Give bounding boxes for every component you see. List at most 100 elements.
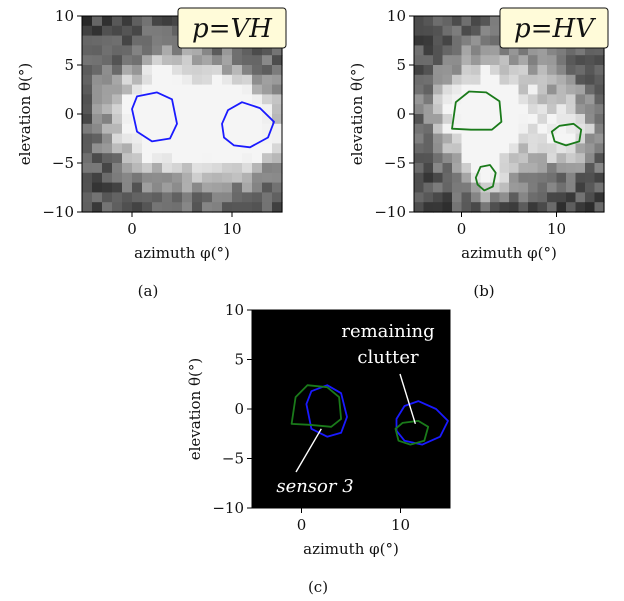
heatmap-cell	[202, 114, 213, 125]
heatmap-cell	[272, 133, 283, 144]
heatmap-cell	[152, 153, 163, 164]
heatmap-cell	[452, 25, 463, 37]
heatmap-cell	[222, 84, 233, 95]
heatmap-cell	[182, 202, 193, 213]
heatmap-cell	[461, 192, 472, 203]
heatmap-cell	[182, 143, 193, 154]
heatmap-cell	[537, 84, 548, 95]
heatmap-cell	[182, 104, 193, 115]
heatmap-cell	[122, 55, 133, 66]
heatmap-cell	[452, 35, 463, 46]
heatmap-cell	[490, 192, 501, 203]
heatmap-cell	[490, 16, 501, 27]
heatmap-cell	[518, 74, 529, 86]
contour-line	[395, 400, 449, 446]
heatmap-cell	[212, 65, 223, 76]
heatmap-cell	[82, 114, 93, 125]
heatmap-cell	[547, 94, 558, 105]
heatmap-cell	[518, 163, 529, 174]
heatmap-cell	[102, 65, 113, 76]
heatmap-cell	[252, 133, 263, 144]
y-tick-label: −10	[374, 203, 406, 221]
heatmap-cell	[92, 192, 103, 203]
heatmap-cell	[232, 84, 243, 95]
heatmap-cell	[242, 192, 253, 203]
heatmap-cell	[252, 202, 263, 213]
heatmap-cell	[192, 45, 203, 56]
heatmap-cell	[433, 45, 444, 56]
heatmap-cell	[152, 114, 163, 125]
heatmap-cell	[152, 74, 163, 86]
heatmap-cell	[172, 104, 183, 115]
heatmap-cell	[92, 202, 103, 213]
y-tick-label: 5	[396, 56, 406, 74]
heatmap-cell	[112, 55, 123, 66]
heatmap-cell	[461, 94, 472, 105]
heatmap-cell	[152, 55, 163, 66]
heatmap-cell	[585, 143, 596, 154]
heatmap-cell	[212, 202, 223, 213]
heatmap-cell	[423, 25, 434, 37]
heatmap-cell	[480, 84, 491, 95]
panel-caption: (b)	[473, 282, 494, 300]
heatmap-cell	[518, 133, 529, 144]
heatmap-cell	[272, 202, 283, 213]
heatmap-cell	[575, 172, 586, 184]
heatmap-cell	[528, 153, 539, 164]
x-tick-label: 0	[127, 220, 137, 238]
heatmap-cell	[132, 143, 143, 154]
heatmap-cell	[152, 182, 163, 193]
heatmap-cell	[122, 153, 133, 164]
heatmap-cell	[490, 45, 501, 56]
heatmap-cell	[480, 143, 491, 154]
heatmap-cell	[232, 153, 243, 164]
heatmap-cell	[547, 55, 558, 66]
heatmap-cell	[112, 133, 123, 144]
heatmap-cell	[471, 153, 482, 164]
heatmap-cell	[142, 25, 153, 37]
heatmap-cell	[162, 65, 173, 76]
heatmap-cell	[499, 84, 510, 95]
heatmap-cell	[122, 182, 133, 193]
heatmap-cell	[252, 153, 263, 164]
heatmap-cell	[509, 65, 520, 76]
heatmap-cell	[152, 45, 163, 56]
heatmap-cell	[461, 172, 472, 184]
heatmap-cell	[222, 182, 233, 193]
heatmap-cell	[537, 55, 548, 66]
heatmap-cell	[212, 123, 223, 135]
heatmap-cell	[242, 182, 253, 193]
heatmap-cell	[252, 182, 263, 193]
x-axis-label: azimuth φ(°)	[461, 244, 557, 262]
heatmap-cell	[575, 163, 586, 174]
heatmap-cell	[202, 45, 213, 56]
heatmap-cell	[122, 104, 133, 115]
heatmap-cell	[547, 143, 558, 154]
heatmap-cell	[509, 45, 520, 56]
heatmap-cell	[212, 114, 223, 125]
heatmap-cell	[222, 114, 233, 125]
heatmap-cell	[442, 202, 453, 213]
heatmap-cell	[202, 123, 213, 135]
heatmap-cell	[433, 114, 444, 125]
y-tick-label: 5	[234, 351, 244, 369]
heatmap-cell	[212, 94, 223, 105]
heatmap-cell	[575, 182, 586, 193]
heatmap-cell	[547, 123, 558, 135]
heatmap-cell	[499, 45, 510, 56]
heatmap-cell	[152, 133, 163, 144]
heatmap-cell	[172, 114, 183, 125]
heatmap-cell	[102, 192, 113, 203]
heatmap-cell	[556, 74, 567, 86]
heatmap-cell	[471, 192, 482, 203]
heatmap-cell	[575, 104, 586, 115]
heatmap-cell	[102, 45, 113, 56]
heatmap-cell	[122, 35, 133, 46]
heatmap-cell	[232, 114, 243, 125]
heatmap-cell	[182, 192, 193, 203]
heatmap-cell	[537, 202, 548, 213]
heatmap-cell	[509, 74, 520, 86]
heatmap-cell	[272, 74, 283, 86]
heatmap-cell	[192, 172, 203, 184]
heatmap-cell	[480, 45, 491, 56]
